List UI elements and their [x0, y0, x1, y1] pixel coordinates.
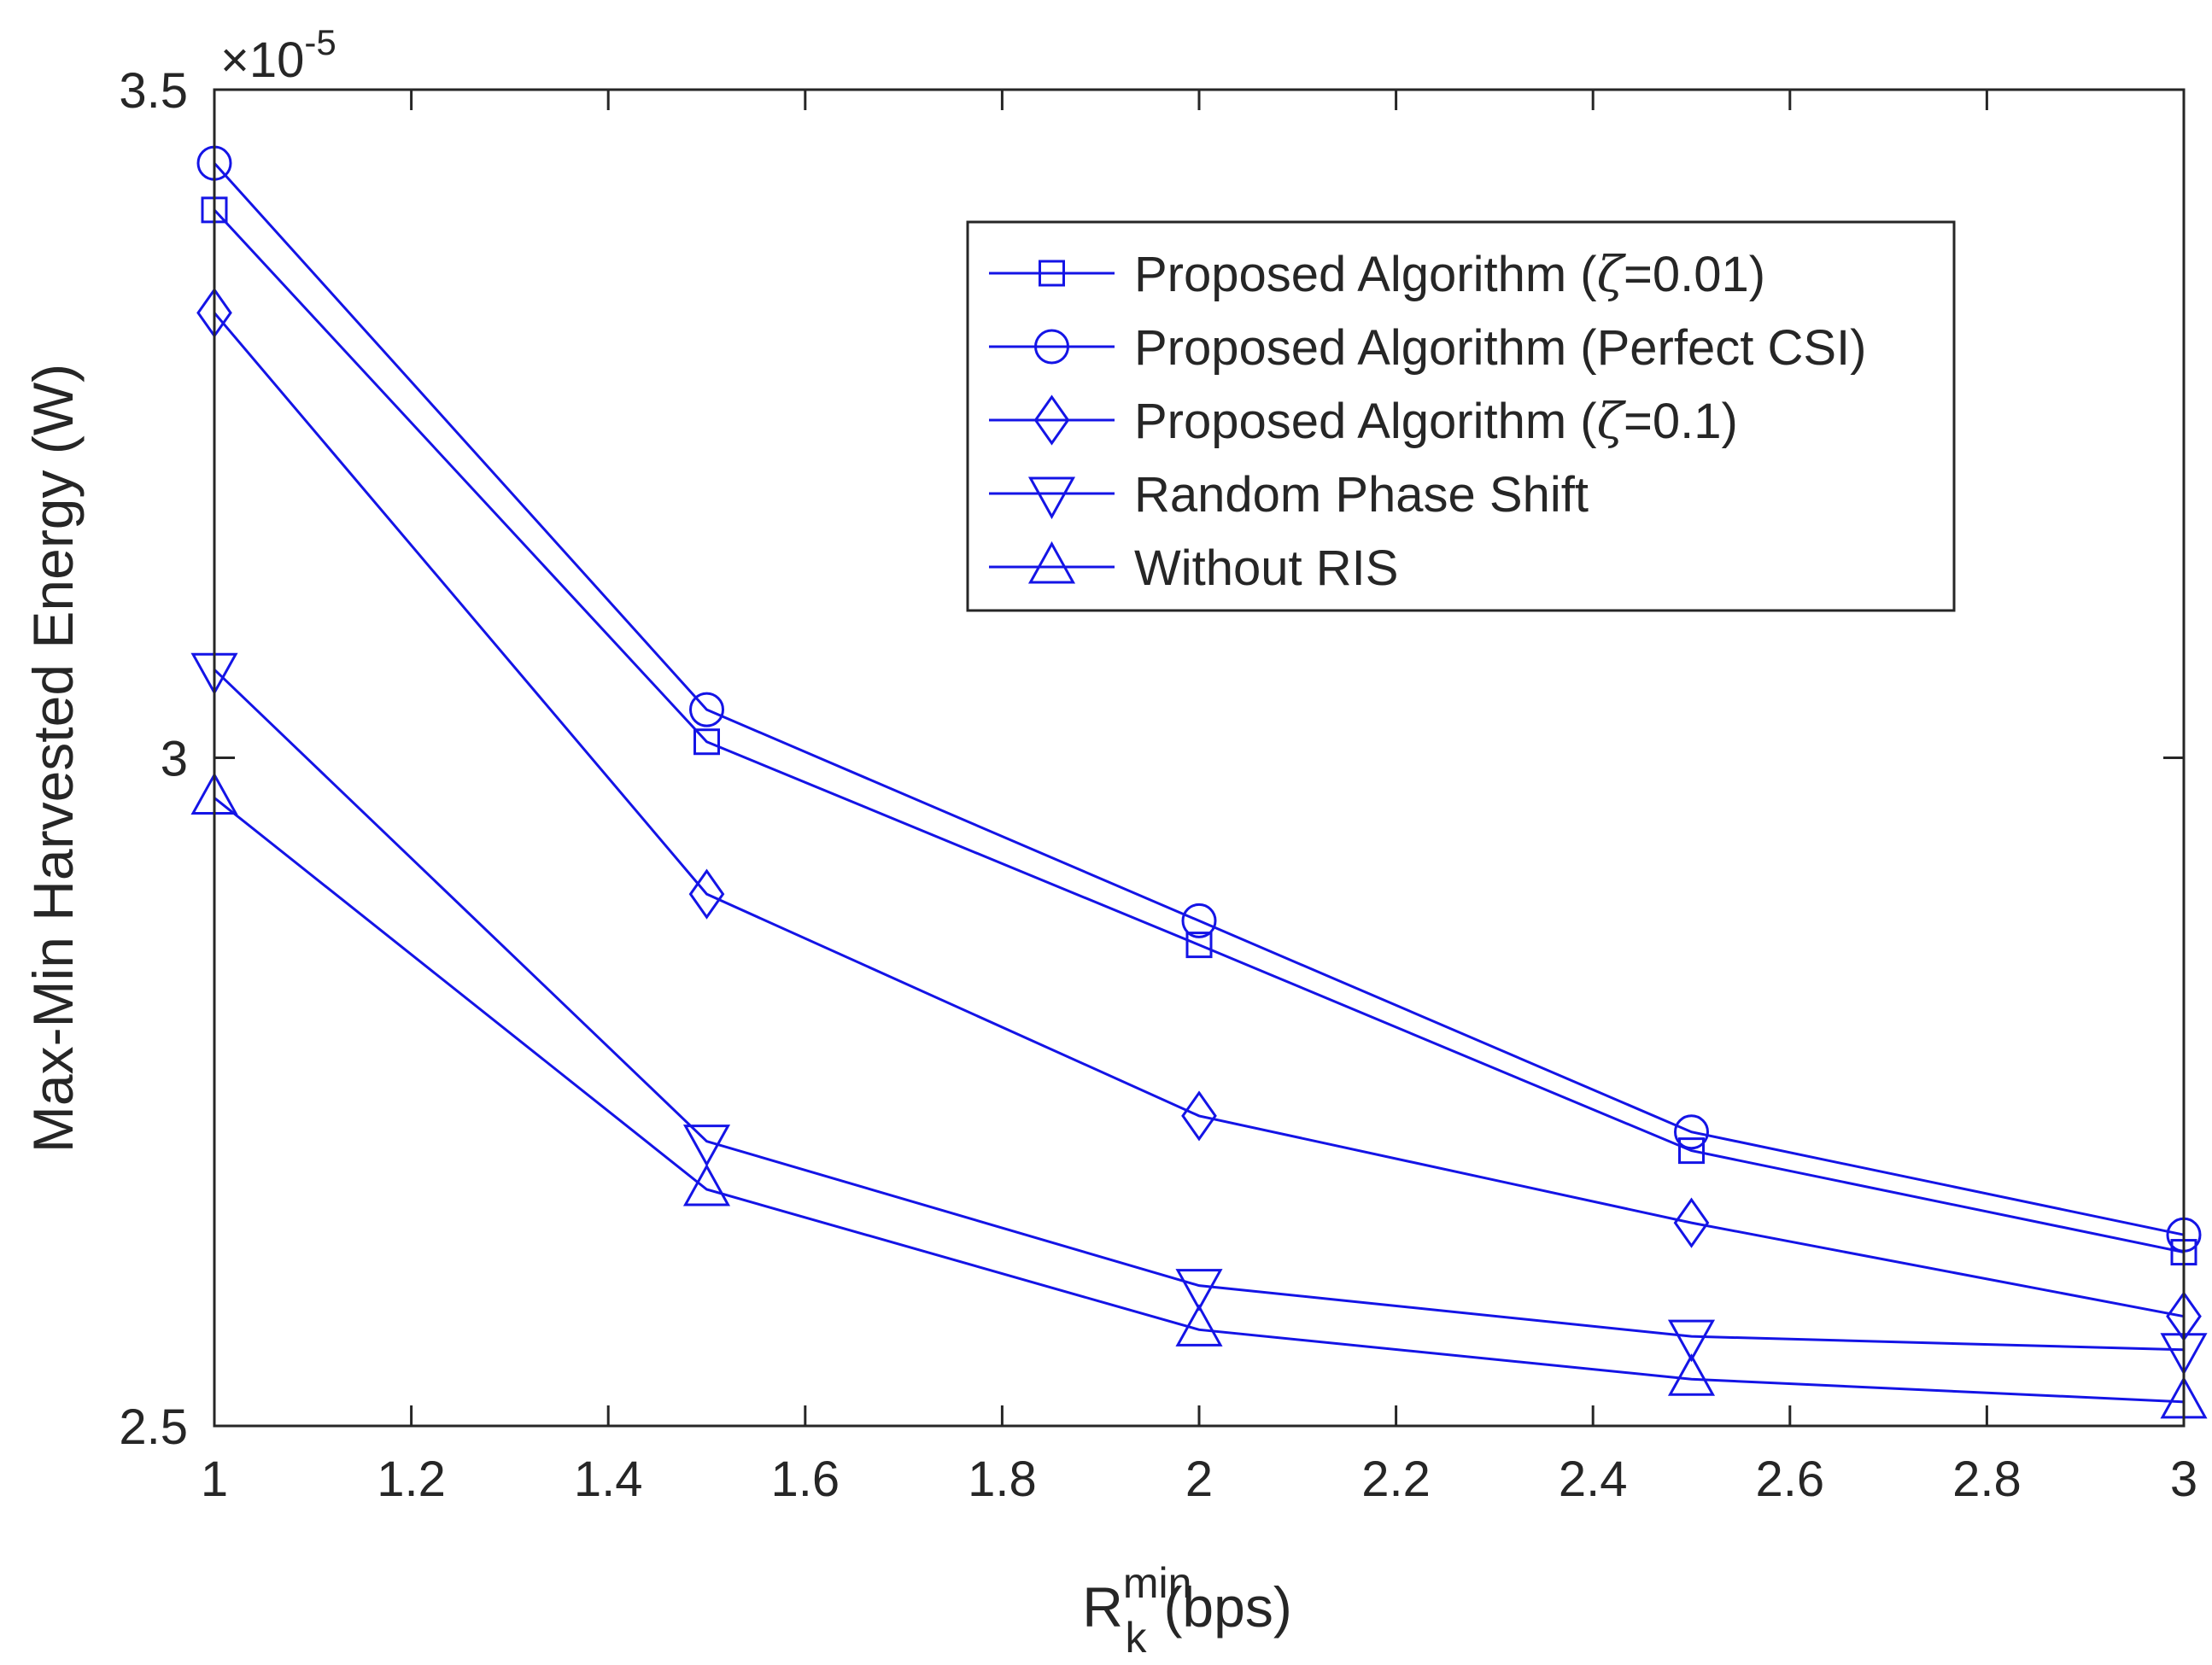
- data-point-square: [693, 728, 720, 756]
- y-tick-label: 2.5: [119, 1399, 188, 1455]
- x-tick-label: 1.4: [574, 1452, 643, 1507]
- y-exponent-base: ×10: [220, 32, 304, 88]
- legend-label-prefix: Proposed Algorithm (: [1134, 394, 1597, 449]
- x-tick-label: 1.8: [968, 1452, 1037, 1507]
- data-point-diamond: [688, 868, 725, 920]
- legend-label-suffix: =0.01): [1624, 247, 1765, 302]
- legend-entry: Proposed Algorithm (ζ=0.1): [989, 392, 1738, 450]
- series-line: [213, 669, 2185, 1352]
- x-axis-label-suffix: (bps): [1163, 1575, 1291, 1639]
- legend-marker-triangle-down: [1027, 476, 1076, 520]
- x-tick-label: 1.2: [377, 1452, 446, 1507]
- x-axis-label-sub: k: [1125, 1614, 1147, 1662]
- x-tick-label: 1.6: [770, 1452, 840, 1507]
- legend-label-prefix: Without RIS: [1134, 540, 1398, 596]
- legend-label: Random Phase Shift: [1134, 467, 1589, 523]
- legend-label: Proposed Algorithm (ζ=0.01): [1134, 245, 1765, 303]
- legend-label-suffix: =0.1): [1624, 394, 1738, 449]
- legend-label: Proposed Algorithm (ζ=0.1): [1134, 392, 1738, 450]
- x-tick-label: 3: [2170, 1452, 2197, 1507]
- y-tick-label: 3: [161, 732, 188, 787]
- data-point-triangle-up: [682, 1163, 731, 1206]
- legend-entry: Proposed Algorithm (Perfect CSI): [989, 320, 1866, 376]
- data-point-circle: [689, 692, 724, 727]
- series-line: [213, 208, 2185, 1254]
- y-tick-label: 3.5: [119, 63, 188, 119]
- legend-marker-circle: [1034, 329, 1069, 365]
- x-tick-label: 2.8: [1952, 1452, 2022, 1507]
- legend-box: [966, 220, 1956, 612]
- x-tick-label: 2.4: [1559, 1452, 1628, 1507]
- data-point-circle: [1674, 1114, 1709, 1150]
- y-exponent-power: -5: [304, 22, 336, 62]
- data-point-triangle-down: [1175, 1269, 1223, 1312]
- legend-label-prefix: Proposed Algorithm (Perfect CSI): [1134, 320, 1866, 376]
- legend-label-prefix: Random Phase Shift: [1134, 467, 1589, 523]
- data-point-triangle-down: [682, 1125, 731, 1167]
- data-point-circle: [1181, 903, 1217, 938]
- x-axis-label-sup: min: [1123, 1559, 1192, 1607]
- legend: Proposed Algorithm (ζ=0.01)Proposed Algo…: [966, 220, 1956, 612]
- legend-entry: Random Phase Shift: [989, 467, 1589, 523]
- legend-marker-triangle-up: [1027, 540, 1076, 584]
- series-line: [213, 162, 2185, 1236]
- x-axis-label: Rmin k (bps): [1082, 1559, 1292, 1662]
- series-triangle-up: [190, 772, 2208, 1419]
- legend-label: Proposed Algorithm (Perfect CSI): [1134, 320, 1866, 376]
- data-point-diamond: [1673, 1197, 1710, 1248]
- legend-entry: Without RIS: [989, 540, 1398, 596]
- series-diamond: [196, 287, 2202, 1342]
- series-line: [213, 312, 2185, 1318]
- data-point-diamond: [1181, 1090, 1217, 1142]
- data-point-triangle-up: [1175, 1304, 1223, 1347]
- data-point-square: [1678, 1137, 1705, 1165]
- data-point-triangle-up: [1667, 1353, 1716, 1396]
- legend-label-symbol: ζ: [1597, 392, 1627, 450]
- legend-label-prefix: Proposed Algorithm (: [1134, 247, 1597, 302]
- legend-label: Without RIS: [1134, 540, 1398, 596]
- series-line: [214, 797, 2185, 1404]
- legend-label-symbol: ζ: [1597, 245, 1627, 303]
- legend-marker-diamond: [1033, 394, 1070, 446]
- x-tick-label: 2.6: [1755, 1452, 1824, 1507]
- legend-entry: Proposed Algorithm (ζ=0.01): [989, 245, 1765, 303]
- x-tick-label: 2.2: [1361, 1452, 1431, 1507]
- y-axis-label: Max-Min Harvested Energy (W): [21, 364, 85, 1153]
- x-axis-label-base: R: [1082, 1575, 1123, 1639]
- legend-marker-square: [1039, 260, 1065, 287]
- data-point-triangle-down: [1667, 1319, 1716, 1363]
- data-point-square: [1185, 932, 1213, 959]
- x-tick-label: 1: [201, 1452, 228, 1507]
- x-tick-label: 2: [1185, 1452, 1213, 1507]
- ticks-layer: 1 1.2 1.4 1.6 1.8 2 2.2 2.4 2.6 2.8 3 2.5 3 3.5: [119, 63, 2197, 1507]
- y-exponent-label: ×10-5: [220, 22, 336, 88]
